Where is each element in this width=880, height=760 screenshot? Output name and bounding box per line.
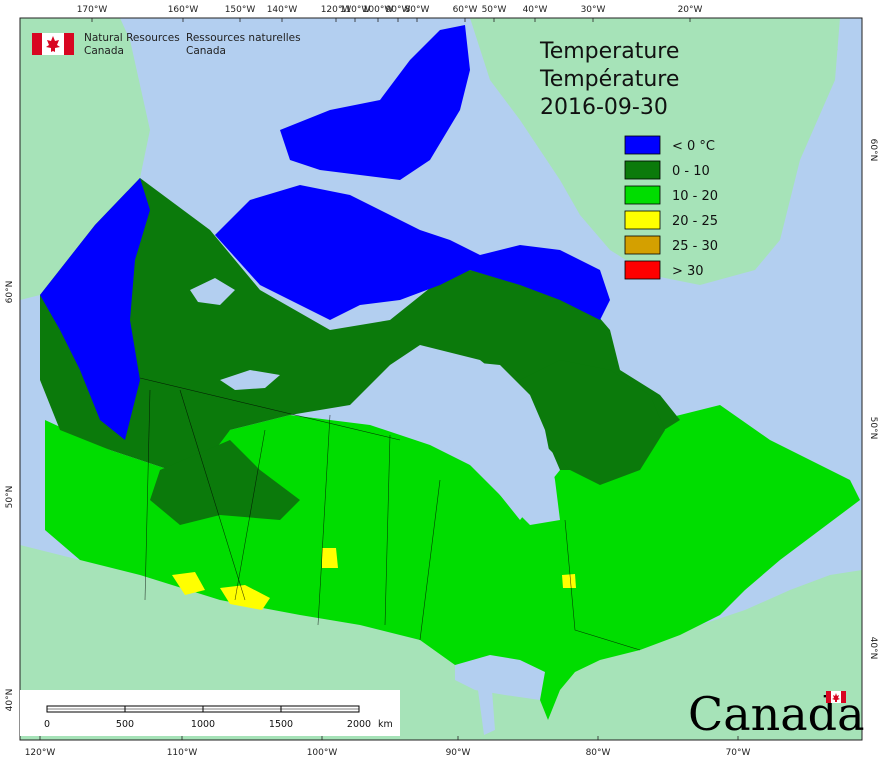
- legend-swatch-2: [624, 185, 661, 205]
- scale-tick-label-2: 1000: [191, 719, 215, 730]
- title-line1: Temperature: [539, 39, 679, 64]
- map-border: [19, 17, 863, 741]
- right-latitude-label-0: 60°N: [868, 139, 878, 162]
- maple-leaf-icon: [46, 36, 60, 52]
- top-longitude-label-2: 150°W: [225, 5, 256, 15]
- bottom-longitude-label-1: 110°W: [167, 748, 198, 758]
- top-longitude-label-11: 40°W: [523, 5, 548, 15]
- graticule-labels: 170°W 160°W 150°W 140°W 120°W110°W100°W90°W8…: [5, 5, 878, 758]
- zone-0-10-quebec: [520, 360, 665, 485]
- wordmark-flag-right: [841, 691, 846, 703]
- scale-tick-label-3: 1500: [269, 719, 293, 730]
- lake-michigan: [478, 690, 495, 735]
- top-longitude-label-4: 120°W: [321, 5, 352, 15]
- legend-swatch-5: [624, 260, 661, 280]
- top-longitude-label-10: 50°W: [482, 5, 507, 15]
- scale-bar: 0 500 1000 1500 2000 km: [20, 690, 400, 736]
- agency-en-line1: Natural Resources: [84, 32, 180, 44]
- top-longitude-label-0: 170°W: [77, 5, 108, 15]
- iceland-land: [798, 26, 838, 60]
- legend-label-3: 20 - 25: [672, 214, 718, 229]
- zone-0-10: [40, 178, 680, 470]
- zone-below-0-arctic: [215, 185, 610, 320]
- legend-label-5: > 30: [672, 264, 704, 279]
- legend-label-0: < 0 °C: [672, 139, 715, 154]
- agency-en-line2: Canada: [84, 45, 124, 57]
- legend-swatch-3: [624, 210, 661, 230]
- title-date: 2016-09-30: [540, 95, 668, 120]
- top-longitude-label-9: 60°W: [453, 5, 478, 15]
- wordmark-flag-left: [826, 691, 831, 703]
- scale-tick-label-1: 500: [116, 719, 134, 730]
- zone-20-25-a: [172, 572, 205, 595]
- left-latitude-label-1: 50°N: [5, 486, 15, 509]
- zone-20-25-b: [220, 585, 270, 610]
- legend-swatch-0: [624, 135, 661, 155]
- wordmark-maple-leaf-icon: [832, 693, 840, 702]
- scale-box: [20, 690, 400, 736]
- province-borders: [139, 377, 641, 651]
- title-line2: Température: [539, 67, 679, 92]
- great-slave-lake: [220, 370, 280, 390]
- scale-unit-label: km: [378, 719, 393, 730]
- bottom-longitude-label-2: 100°W: [307, 748, 338, 758]
- legend-swatch-4: [624, 235, 661, 255]
- bottom-longitude-label-0: 120°W: [25, 748, 56, 758]
- scale-tick-label-0: 0: [44, 719, 50, 730]
- top-longitude-label-1: 160°W: [168, 5, 199, 15]
- legend-label-4: 25 - 30: [672, 239, 718, 254]
- left-latitude-label-2: 40°N: [5, 689, 15, 712]
- right-latitude-label-2: 40°N: [868, 637, 878, 660]
- zone-20-25-c: [322, 548, 338, 568]
- agency-fr-line1: Ressources naturelles: [186, 32, 301, 44]
- canada-flag-left-bar: [32, 33, 42, 55]
- right-latitude-label-1: 50°N: [868, 417, 878, 440]
- legend: < 0 °C 0 - 10 10 - 20 20 - 25 25 - 30 > 30: [624, 135, 718, 280]
- great-bear-lake: [190, 278, 235, 305]
- legend-label-2: 10 - 20: [672, 189, 718, 204]
- zone-0-10-west: [150, 440, 300, 525]
- top-longitude-label-12: 30°W: [581, 5, 606, 15]
- bottom-longitude-label-3: 90°W: [446, 748, 471, 758]
- top-longitude-label-3: 140°W: [267, 5, 298, 15]
- legend-label-1: 0 - 10: [672, 164, 710, 179]
- bottom-longitude-label-4: 80°W: [586, 748, 611, 758]
- alaska-land: [20, 18, 150, 300]
- top-longitude-label-5: 110°W: [340, 5, 371, 15]
- zone-below-0-mountains: [40, 178, 150, 440]
- bottom-longitude-label-5: 70°W: [726, 748, 751, 758]
- great-lakes: [455, 655, 560, 700]
- top-longitude-label-8: 80°W: [405, 5, 430, 15]
- zone-20-25-d: [562, 574, 576, 588]
- title-block: Temperature Température 2016-09-30: [539, 39, 679, 120]
- hudson-bay: [390, 360, 560, 525]
- canada-flag-right-bar: [64, 33, 74, 55]
- legend-swatch-1: [624, 160, 661, 180]
- scale-tick-label-4: 2000: [347, 719, 371, 730]
- scale-tick-labels: 0 500 1000 1500 2000 km: [44, 719, 393, 730]
- agency-block: Natural Resources Canada Ressources natu…: [32, 32, 301, 57]
- canada-wordmark: Canada: [688, 687, 865, 741]
- top-longitude-label-7: 90°W: [386, 5, 411, 15]
- agency-fr-line2: Canada: [186, 45, 226, 57]
- top-longitude-label-6: 100°W: [363, 5, 394, 15]
- left-latitude-label-0: 60°N: [5, 281, 15, 304]
- top-longitude-label-13: 20°W: [678, 5, 703, 15]
- zone-below-0-islands: [280, 25, 470, 180]
